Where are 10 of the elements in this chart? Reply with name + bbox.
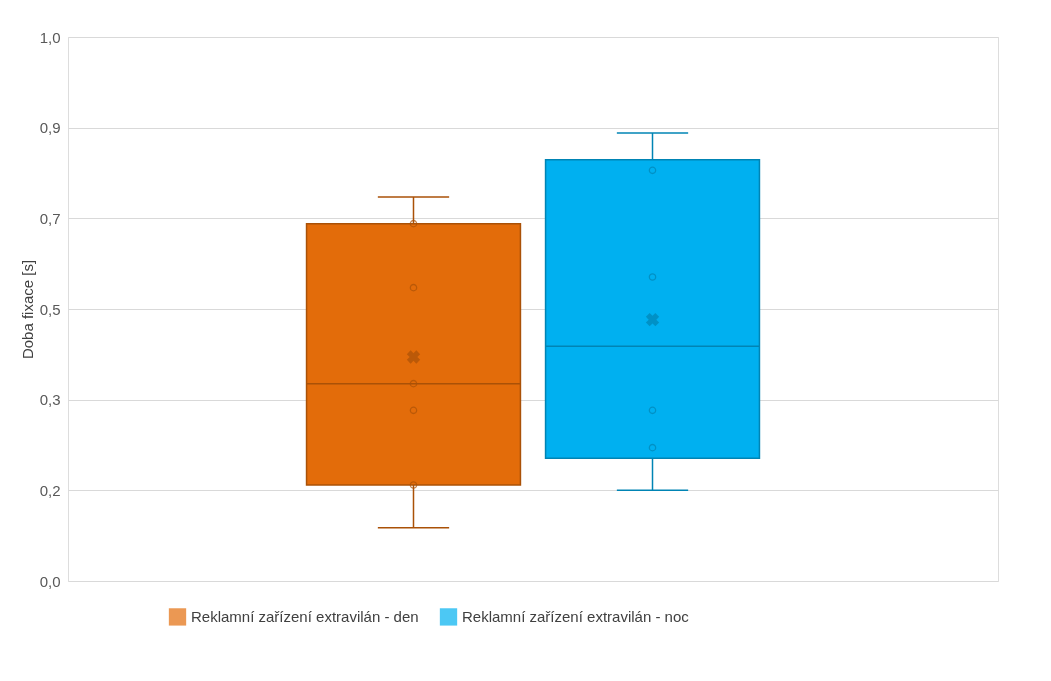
legend-label: Reklamní zařízení extravilán - den — [191, 607, 419, 625]
y-axis-title: Doba fixace [s] — [18, 259, 36, 360]
legend-label: Reklamní zařízení extravilán - noc — [462, 607, 690, 625]
y-tick-label: 0,3 — [39, 391, 61, 409]
y-tick-label: 0,5 — [39, 300, 61, 318]
y-tick-label: 1,0 — [39, 28, 61, 46]
y-tick-label: 0,7 — [39, 209, 61, 227]
y-tick-label: 0,2 — [39, 481, 61, 499]
y-tick-label: 0,9 — [39, 119, 61, 137]
y-tick-label: 0,0 — [39, 572, 61, 590]
